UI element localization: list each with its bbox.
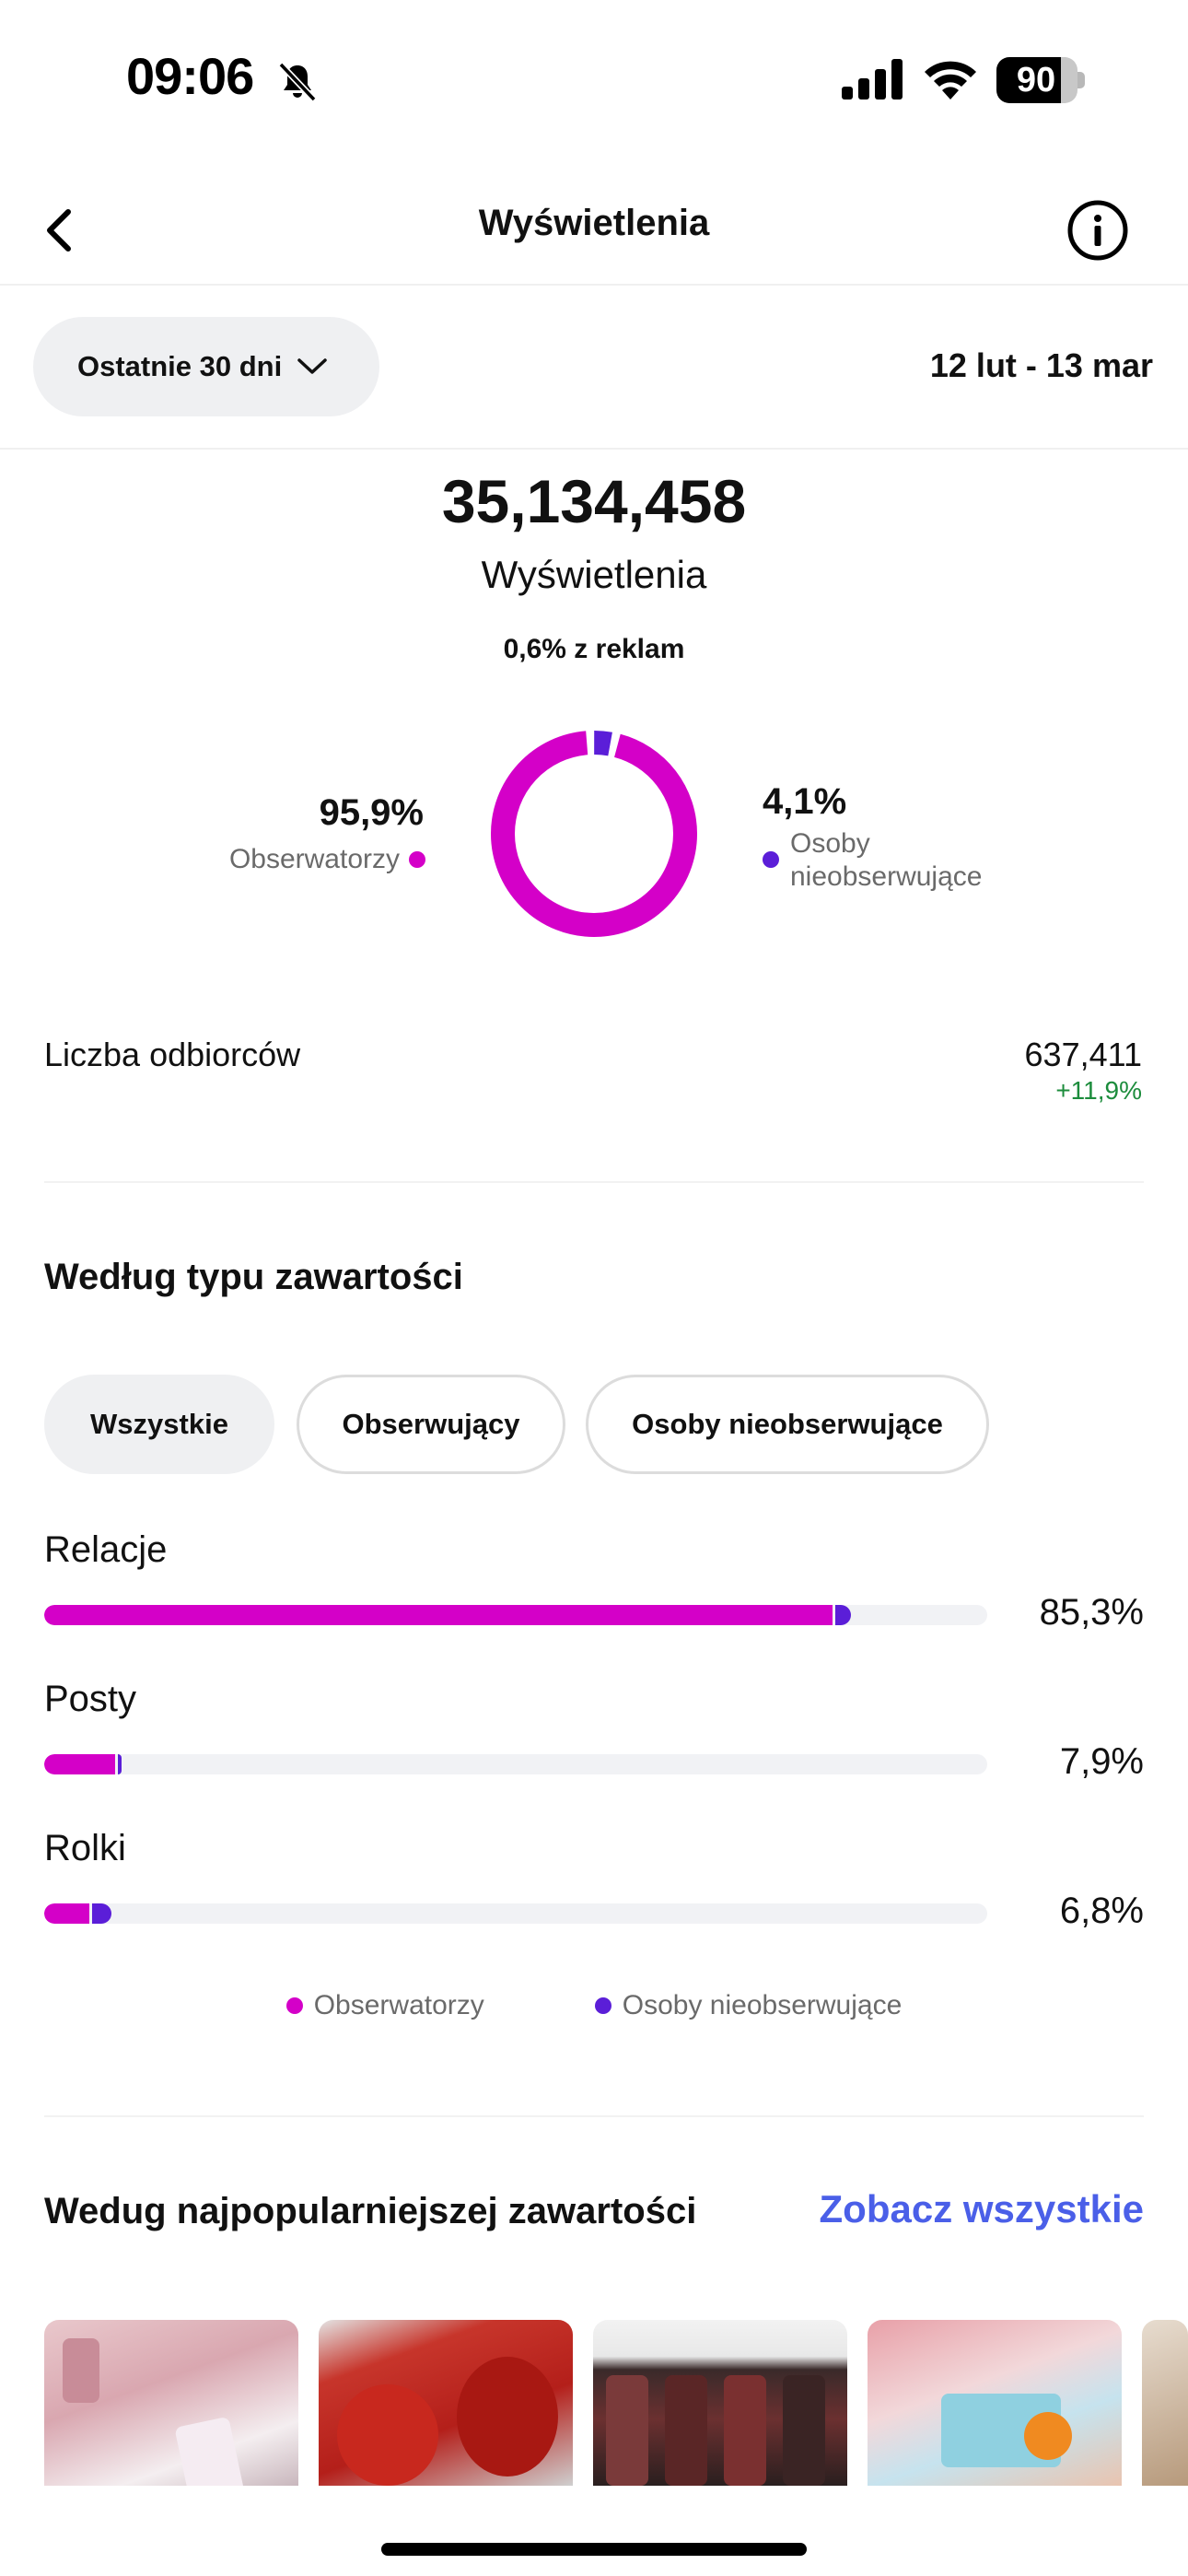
period-label: Ostatnie 30 dni	[77, 350, 283, 382]
views-label: Wyświetlenia	[481, 553, 707, 596]
post-thumbnail[interactable]	[1142, 2320, 1188, 2486]
filter-chip-nonfollowers[interactable]: Osoby nieobserwujące	[586, 1375, 989, 1474]
post-thumbnail[interactable]	[593, 2320, 847, 2486]
bar-segment-followers	[44, 1605, 833, 1625]
page-title: Wyświetlenia	[478, 203, 710, 243]
popular-content-heading: Wedug najpopularniejszej zawartości	[44, 2191, 697, 2231]
period-dropdown[interactable]: Ostatnie 30 dni	[33, 317, 379, 416]
filter-chip-all[interactable]: Wszystkie	[44, 1375, 274, 1474]
content-type-heading: Według typu zawartości	[44, 1257, 463, 1297]
bar-segment-nonfollowers	[117, 1754, 122, 1774]
content-type-bar-posts	[44, 1754, 987, 1774]
legend-item-nonfollowers: Osoby nieobserwujące	[594, 1990, 903, 2021]
bell-slash-icon	[278, 62, 317, 102]
bar-segment-nonfollowers	[835, 1605, 852, 1625]
filter-row: Ostatnie 30 dni 12 lut - 13 mar	[0, 287, 1188, 450]
donut-slice-followers	[491, 731, 697, 937]
followers-legend-label: Obserwatorzy	[228, 844, 400, 874]
post-thumbnail[interactable]	[44, 2320, 298, 2486]
nonfollowers-dot-icon	[763, 851, 779, 868]
content-type-bar-reels	[44, 1903, 987, 1924]
info-circle-icon	[1067, 200, 1128, 261]
battery-icon: 90	[996, 57, 1085, 103]
reach-value: 637,411	[1024, 1036, 1142, 1073]
content-type-value-stories: 85,3%	[1039, 1592, 1144, 1633]
audience-donut-chart	[491, 731, 697, 937]
content-type-label-stories: Relacje	[44, 1529, 168, 1570]
content-type-label-reels: Rolki	[44, 1828, 126, 1868]
nonfollowers-dot-icon	[594, 1997, 611, 2014]
post-thumbnail[interactable]	[868, 2320, 1122, 2486]
status-time: 09:06	[126, 47, 254, 105]
divider	[44, 1181, 1144, 1183]
chevron-left-icon	[47, 209, 71, 252]
info-button[interactable]	[1059, 192, 1136, 269]
filter-chip-followers[interactable]: Obserwujący	[297, 1375, 565, 1474]
back-button[interactable]	[26, 192, 103, 269]
content-type-value-reels: 6,8%	[1059, 1891, 1144, 1931]
battery-level: 90	[1016, 61, 1056, 100]
see-all-link[interactable]: Zobacz wszystkie	[819, 2187, 1144, 2231]
followers-legend: Obserwatorzy	[229, 844, 425, 875]
reach-change: +11,9%	[1055, 1076, 1142, 1105]
bar-segment-nonfollowers	[92, 1903, 111, 1924]
bar-segment-followers	[44, 1754, 115, 1774]
total-views: 35,134,458	[441, 467, 747, 535]
legend-item-followers: Obserwatorzy	[285, 1990, 484, 2021]
divider	[44, 2115, 1144, 2117]
nav-header: Wyświetlenia	[0, 175, 1188, 286]
content-type-legend: Obserwatorzy Osoby nieobserwujące	[0, 1990, 1188, 2021]
content-type-value-posts: 7,9%	[1059, 1741, 1144, 1782]
followers-dot-icon	[285, 1997, 303, 2014]
nonfollowers-legend-label: Osoby nieobserwujące	[790, 828, 983, 892]
nonfollowers-percentage: 4,1%	[763, 781, 847, 822]
reach-label: Liczba odbiorców	[44, 1036, 301, 1073]
content-type-bar-stories	[44, 1605, 987, 1625]
home-indicator	[381, 2543, 807, 2556]
bar-segment-followers	[44, 1903, 90, 1924]
cellular-signal-icon	[842, 59, 903, 100]
legend-label-followers: Obserwatorzy	[313, 1990, 484, 2020]
date-range: 12 lut - 13 mar	[929, 346, 1153, 384]
ads-share: 0,6% z reklam	[503, 634, 685, 664]
nonfollowers-legend: Osoby nieobserwujące	[763, 827, 1030, 894]
wifi-icon	[925, 61, 976, 100]
legend-label-nonfollowers: Osoby nieobserwujące	[622, 1990, 903, 2020]
chevron-down-icon	[297, 358, 327, 374]
status-bar: 09:06 90	[0, 0, 1188, 157]
followers-percentage: 95,9%	[319, 792, 424, 833]
post-thumbnail[interactable]	[319, 2320, 573, 2486]
followers-dot-icon	[409, 851, 425, 868]
content-type-label-posts: Posty	[44, 1679, 137, 1719]
